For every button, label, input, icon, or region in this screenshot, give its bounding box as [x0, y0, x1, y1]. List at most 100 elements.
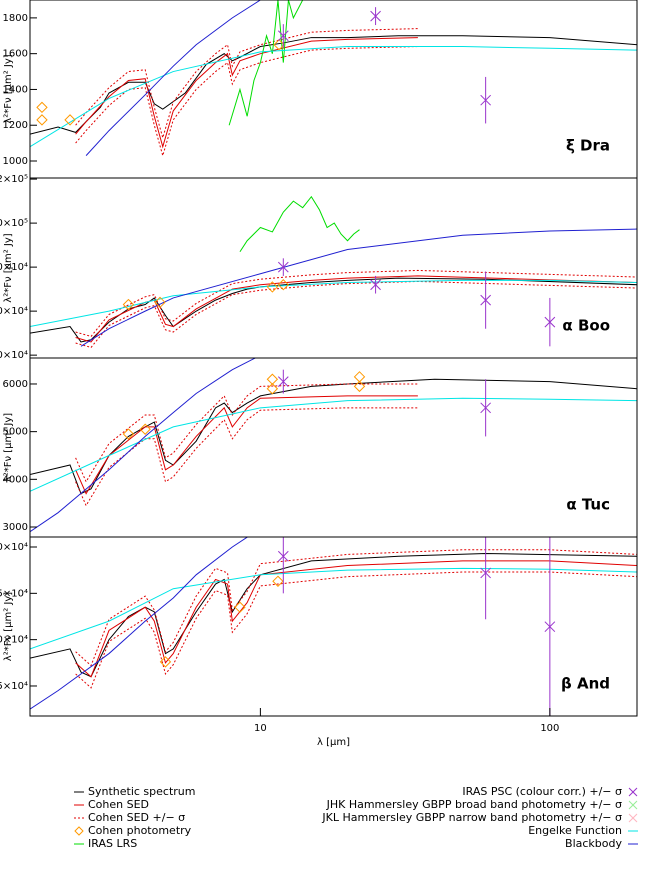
psc-point	[277, 261, 289, 273]
y-axis-label: λ²*Fν [μm² Jy]	[3, 592, 14, 662]
y-tick-label: 4.0×10⁴	[0, 350, 28, 361]
panel-frame	[29, 536, 638, 717]
legend-label: Cohen photometry	[88, 824, 192, 837]
y-tick-label: 1.5×10⁴	[0, 681, 28, 692]
spectrum-line	[30, 397, 637, 492]
spectrum-line	[30, 279, 637, 328]
photometry-point	[234, 601, 246, 613]
legend-label: Cohen SED	[88, 798, 149, 811]
panel-frame	[29, 0, 638, 179]
legend-label: JHK Hammersley GBPP broad band photometr…	[326, 798, 622, 811]
y-tick-label: 1800	[3, 13, 28, 24]
y-tick-label: 1200	[3, 120, 28, 131]
legend-symbol	[628, 800, 638, 810]
legend-symbol	[628, 787, 638, 797]
psc-point	[480, 294, 491, 306]
photometry-point	[353, 380, 366, 393]
photometry-point	[266, 281, 279, 293]
spectrum-line	[75, 275, 637, 343]
photometry-point	[353, 371, 366, 383]
plot-area	[30, 0, 637, 158]
psc-point	[277, 376, 289, 387]
photometry-point	[266, 383, 279, 395]
plot-area	[30, 358, 637, 533]
psc-point	[544, 316, 556, 328]
panel-frame	[29, 177, 638, 359]
photometry-point	[273, 39, 285, 51]
spectrum-line	[85, 0, 262, 156]
y-tick-label: 4000	[3, 474, 28, 485]
spectrum-line	[75, 395, 418, 495]
psc-point	[544, 621, 556, 633]
sigma-line	[75, 46, 418, 158]
y-axis-label: λ²*Fν [μm² Jy]	[3, 413, 14, 483]
photometry-point	[266, 373, 279, 385]
legend-label: Blackbody	[565, 837, 622, 850]
legend-label: IRAS PSC (colour corr.) +/− σ	[462, 785, 622, 798]
plot-area	[30, 195, 637, 349]
photometry-point	[122, 298, 135, 311]
spectrum-line	[239, 195, 360, 252]
star-label: ξ Dra	[566, 137, 610, 155]
x-tick-label: 10	[254, 723, 267, 734]
spectrum-line	[30, 567, 637, 650]
legend-label: Engelke Function	[528, 824, 622, 837]
y-tick-label: 1600	[3, 49, 28, 60]
y-tick-label: 1400	[3, 84, 28, 95]
legend-label: Synthetic spectrum	[88, 785, 195, 798]
y-tick-label: 6000	[3, 379, 28, 390]
legend-symbol	[628, 813, 638, 823]
x-tick-label: 100	[540, 723, 559, 734]
photometry-point	[277, 279, 290, 291]
y-tick-label: 6.0×10⁴	[0, 306, 28, 317]
photometry-point	[139, 423, 151, 435]
psc-point	[277, 550, 289, 562]
spectrum-line	[30, 46, 637, 148]
y-axis-label: λ²*Fν [μm² Jy]	[3, 54, 14, 124]
y-tick-label: 2.0×10⁴	[0, 635, 28, 646]
y-tick-label: 2.5×10⁴	[0, 588, 28, 599]
psc-point	[480, 567, 491, 579]
psc-point	[370, 279, 381, 291]
legend-label: JKL Hammersley GBPP narrow band photomet…	[321, 811, 622, 824]
psc-point	[277, 30, 289, 42]
spectrum-line	[30, 35, 637, 135]
y-tick-label: 1.2×10⁵	[0, 174, 28, 185]
star-label: α Tuc	[566, 496, 610, 514]
sigma-line	[75, 571, 637, 689]
sigma-line	[75, 383, 418, 483]
photometry-point	[64, 114, 76, 126]
sigma-line	[75, 407, 418, 507]
spectrum-line	[75, 37, 418, 149]
legend-label: IRAS LRS	[88, 837, 137, 850]
x-axis-label: λ [μm]	[317, 737, 350, 748]
psc-point	[370, 10, 381, 22]
spectrum-line	[30, 358, 257, 533]
star-label: α Boo	[562, 317, 610, 335]
plot-area	[30, 537, 637, 716]
star-label: β And	[561, 675, 610, 693]
photometry-point	[272, 575, 284, 587]
photometry-point	[159, 656, 172, 668]
photometry-point	[122, 428, 135, 440]
sigma-line	[75, 280, 637, 349]
y-tick-label: 1000	[3, 156, 28, 167]
spectrum-line	[30, 277, 637, 343]
y-tick-label: 3.0×10⁴	[0, 542, 28, 553]
spectrum-line	[30, 537, 249, 710]
y-axis-label: λ²*Fν [μm² Jy]	[3, 233, 14, 303]
photometry-point	[154, 296, 166, 309]
y-tick-label: 8.0×10⁴	[0, 262, 28, 273]
sigma-line	[75, 28, 418, 140]
photometry-point	[36, 101, 48, 114]
legend-label: Cohen SED +/− σ	[88, 811, 185, 824]
y-tick-label: 1.0×10⁵	[0, 218, 28, 229]
psc-point	[480, 402, 491, 414]
spectrum-line	[228, 0, 304, 126]
spectrum-line	[80, 228, 637, 347]
photometry-point	[36, 114, 48, 126]
y-tick-label: 5000	[3, 427, 28, 438]
sigma-line	[75, 549, 637, 667]
